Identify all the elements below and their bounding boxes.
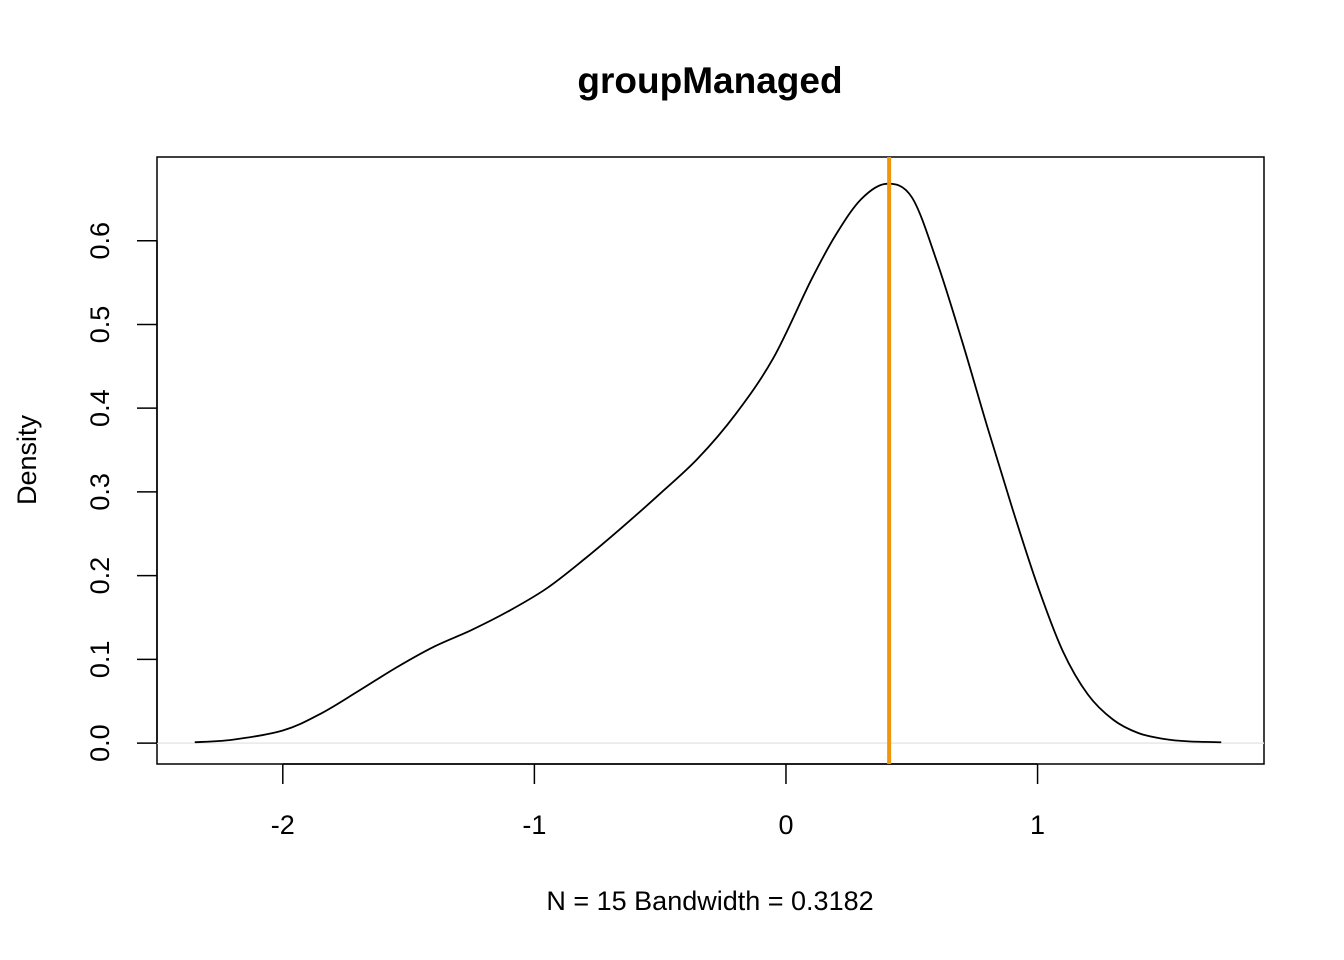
chart-title: groupManaged [577, 60, 842, 101]
y-tick-label: 0.3 [85, 473, 115, 511]
density-curve [194, 182, 1222, 744]
x-tick-label: 1 [1030, 810, 1045, 840]
y-axis-label: Density [12, 414, 42, 505]
y-axis: 0.0 0.1 0.2 0.3 0.4 0.5 0.6 [85, 222, 158, 762]
y-tick-label: 0.0 [85, 724, 115, 762]
x-tick-label: -2 [271, 810, 295, 840]
y-tick-label: 0.5 [85, 306, 115, 344]
y-tick-label: 0.6 [85, 222, 115, 260]
plot-frame [156, 156, 1265, 765]
y-tick-label: 0.1 [85, 641, 115, 679]
x-axis: -2 -1 0 1 [271, 763, 1045, 840]
x-tick-label: -1 [522, 810, 546, 840]
y-tick-label: 0.4 [85, 389, 115, 427]
y-tick-label: 0.2 [85, 557, 115, 595]
x-tick-label: 0 [778, 810, 793, 840]
x-axis-label: N = 15 Bandwidth = 0.3182 [546, 886, 873, 916]
